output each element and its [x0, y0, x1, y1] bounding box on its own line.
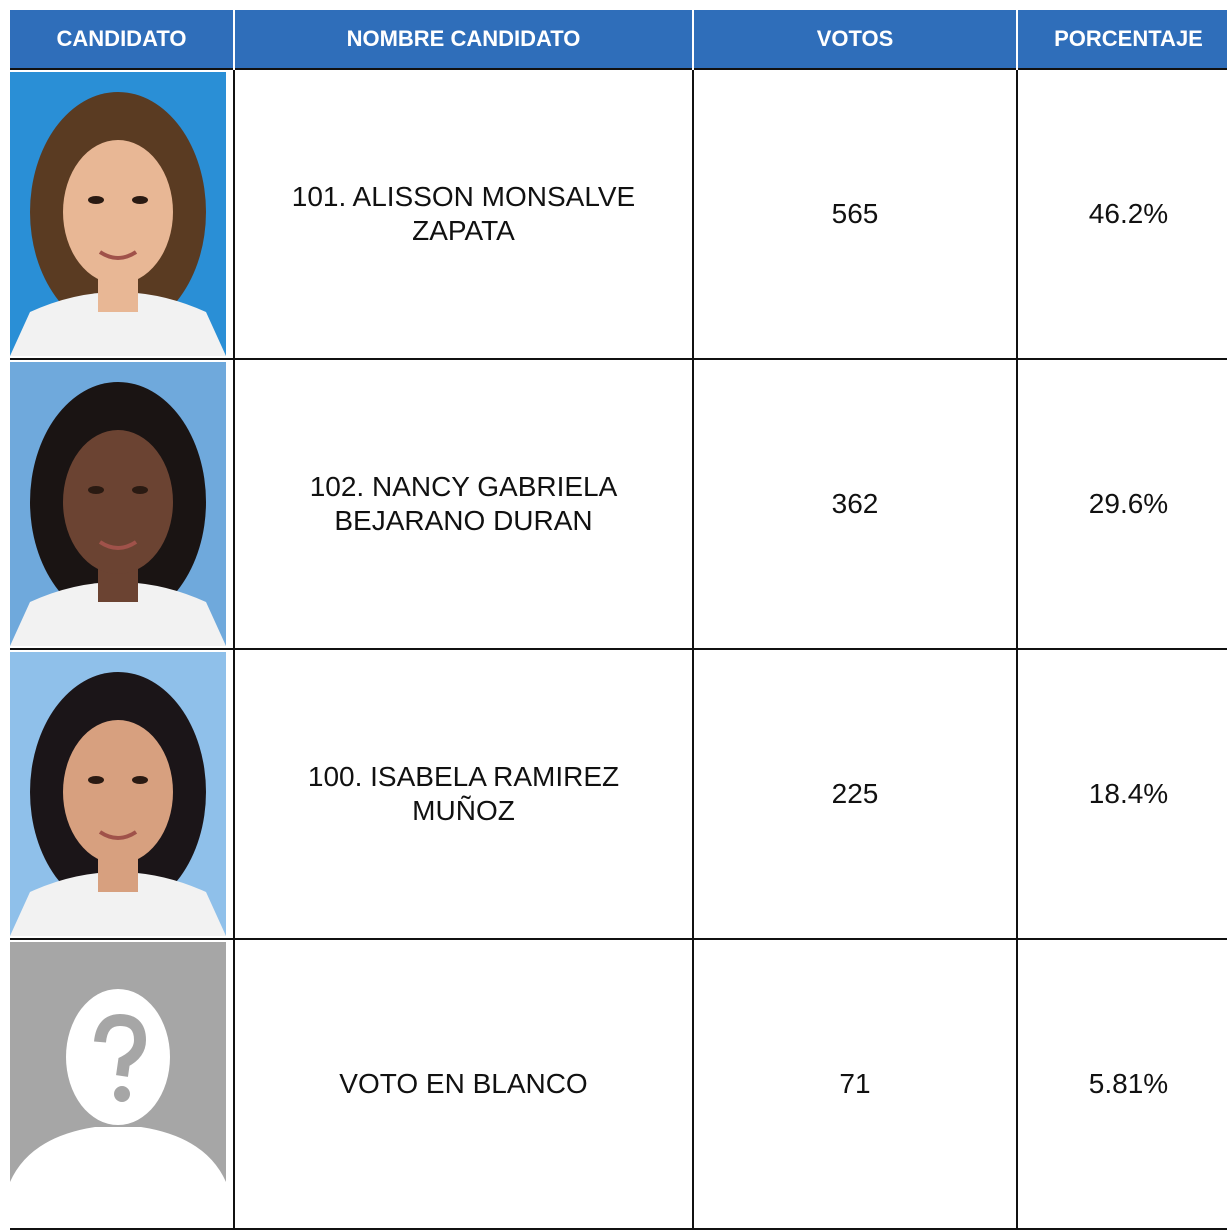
column-header: PORCENTAJE: [1017, 10, 1227, 69]
column-header: NOMBRE CANDIDATO: [234, 10, 693, 69]
percentage: 29.6%: [1017, 359, 1227, 649]
candidate-photo: [10, 72, 226, 356]
column-header: CANDIDATO: [10, 10, 234, 69]
candidate-name: 100. ISABELA RAMIREZ MUÑOZ: [274, 760, 654, 828]
votes: 71: [693, 939, 1017, 1229]
page: CANDIDATONOMBRE CANDIDATOVOTOSPORCENTAJE…: [0, 0, 1227, 1230]
photo-cell: [10, 69, 234, 359]
votes: 225: [693, 649, 1017, 939]
percentage: 46.2%: [1017, 69, 1227, 359]
photo-cell: [10, 649, 234, 939]
name-cell: VOTO EN BLANCO: [234, 939, 693, 1229]
candidate-photo: [10, 362, 226, 646]
name-cell: 100. ISABELA RAMIREZ MUÑOZ: [234, 649, 693, 939]
name-cell: 101. ALISSON MONSALVE ZAPATA: [234, 69, 693, 359]
percentage: 18.4%: [1017, 649, 1227, 939]
votes: 362: [693, 359, 1017, 649]
percentage: 5.81%: [1017, 939, 1227, 1229]
candidate-name: 101. ALISSON MONSALVE ZAPATA: [274, 180, 654, 248]
candidate-name: VOTO EN BLANCO: [274, 1067, 654, 1101]
candidate-photo: [10, 942, 226, 1226]
column-header: VOTOS: [693, 10, 1017, 69]
photo-cell: [10, 359, 234, 649]
votes: 565: [693, 69, 1017, 359]
photo-cell: [10, 939, 234, 1229]
name-cell: 102. NANCY GABRIELA BEJARANO DURAN: [234, 359, 693, 649]
candidate-photo: [10, 652, 226, 936]
candidate-name: 102. NANCY GABRIELA BEJARANO DURAN: [274, 470, 654, 538]
